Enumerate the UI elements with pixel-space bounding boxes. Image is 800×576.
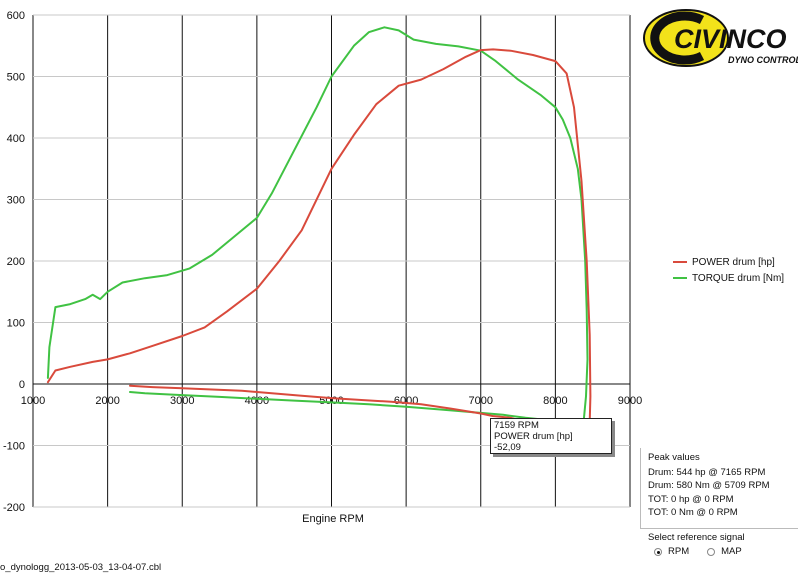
- y-tick-label: -200: [3, 502, 25, 514]
- civinco-logo: CIVINCO DYNO CONTROL: [640, 4, 800, 70]
- peak-values-title: Peak values: [648, 452, 700, 463]
- y-tick-label: -100: [3, 441, 25, 453]
- radio-map[interactable]: MAP: [707, 546, 742, 557]
- x-tick-label: 3000: [170, 395, 194, 407]
- x-axis-title: Engine RPM: [302, 513, 364, 525]
- chart-legend: POWER drum [hp] TORQUE drum [Nm]: [673, 254, 784, 286]
- legend-label-torque: TORQUE drum [Nm]: [692, 272, 785, 284]
- peak-line: Drum: 580 Nm @ 5709 RPM: [648, 480, 770, 491]
- radio-rpm-indicator[interactable]: [654, 547, 662, 556]
- x-tick-label: 9000: [618, 395, 642, 407]
- y-tick-label: 0: [19, 379, 25, 391]
- radio-rpm[interactable]: RPM: [654, 546, 689, 557]
- y-tick-label: 100: [7, 318, 25, 330]
- svg-text:DYNO CONTROL: DYNO CONTROL: [728, 55, 798, 65]
- panel-divider: [640, 528, 798, 529]
- svg-text:CIVINCO: CIVINCO: [674, 24, 787, 54]
- y-tick-label: 600: [7, 10, 25, 22]
- tooltip-rpm: 7159 RPM: [494, 420, 539, 431]
- x-tick-label: 2000: [95, 395, 119, 407]
- reference-signal-panel: Select reference signal RPM MAP: [648, 532, 798, 557]
- torque-series-line: [46, 26, 589, 424]
- peak-line: Drum: 544 hp @ 7165 RPM: [648, 466, 766, 478]
- legend-label-power: POWER drum [hp]: [692, 256, 775, 268]
- y-tick-label: 300: [7, 195, 25, 207]
- y-tick-label: 200: [7, 256, 25, 268]
- peak-line: TOT: 0 Nm @ 0 RPM: [648, 507, 738, 518]
- cursor-tooltip: 7159 RPM POWER drum [hp] -52,09: [490, 418, 612, 454]
- radio-map-label: MAP: [721, 546, 742, 557]
- peak-values-panel: Peak values Drum: 544 hp @ 7165 RPM Drum…: [648, 451, 770, 520]
- legend-item-power: POWER drum [hp]: [673, 254, 784, 270]
- y-tick-labels: -200 -100 0 100 200 300 400 500 600: [3, 10, 25, 514]
- series-lines: [46, 26, 592, 456]
- reference-signal-title: Select reference signal: [648, 532, 745, 543]
- legend-swatch-power: [673, 261, 687, 263]
- power-series-line: [46, 48, 592, 456]
- x-tick-label: 1000: [21, 395, 45, 407]
- x-tick-label: 6000: [394, 395, 418, 407]
- y-tick-label: 400: [7, 133, 25, 145]
- x-tick-label: 4000: [245, 395, 269, 407]
- x-tick-labels: 1000 2000 3000 4000 5000 6000 7000 8000 9000: [21, 395, 642, 407]
- peak-line: TOT: 0 hp @ 0 RPM: [648, 493, 734, 505]
- y-tick-label: 500: [7, 72, 25, 84]
- tooltip-series: POWER drum [hp]: [494, 431, 573, 442]
- x-tick-label: 8000: [543, 395, 567, 407]
- radio-map-indicator[interactable]: [707, 547, 716, 556]
- panel-divider: [640, 448, 641, 528]
- tooltip-value: -52,09: [494, 442, 521, 453]
- legend-swatch-torque: [673, 277, 687, 279]
- log-filename: o_dynologg_2013-05-03_13-04-07.cbl: [0, 562, 162, 573]
- radio-rpm-label: RPM: [668, 546, 690, 557]
- legend-item-torque: TORQUE drum [Nm]: [673, 270, 784, 286]
- x-tick-label: 7000: [469, 395, 493, 407]
